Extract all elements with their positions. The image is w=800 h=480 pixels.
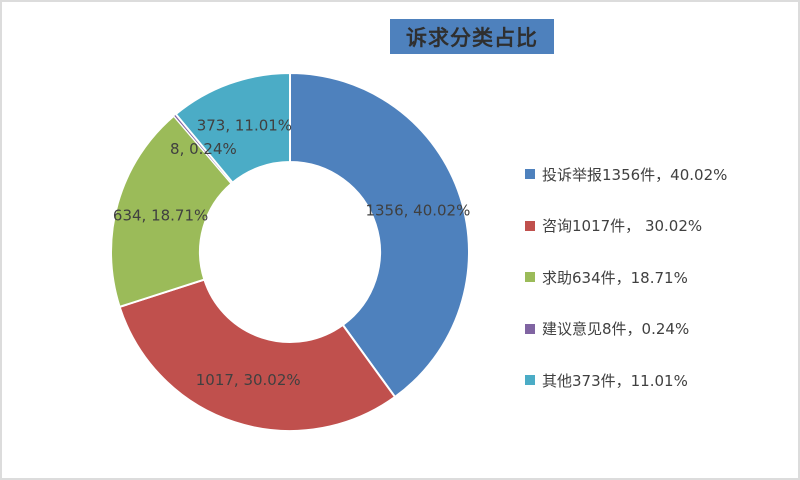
legend-label: 咨询1017件， 30.02% <box>542 217 703 235</box>
legend-item-求助[interactable]: 求助634件，18.71% <box>525 267 727 287</box>
data-label-咨询: 1017, 30.02% <box>196 371 301 389</box>
legend-item-建议意见[interactable]: 建议意见8件，0.24% <box>525 319 727 339</box>
pie-slice-投诉举报[interactable] <box>289 71 470 399</box>
legend-label: 其他373件，11.01% <box>542 371 688 390</box>
legend-label: 投诉举报1356件，40.02% <box>542 165 728 184</box>
data-label-其他: 373, 11.01% <box>197 117 292 135</box>
legend-item-其他[interactable]: 其他373件，11.01% <box>525 370 727 390</box>
pie-slice-其他[interactable] <box>174 71 291 185</box>
chart-title: 诉求分类占比 <box>390 19 554 54</box>
legend-label: 建议意见8件，0.24% <box>542 320 690 338</box>
legend-swatch-icon <box>525 169 535 179</box>
chart-legend: 投诉举报1356件，40.02% 咨询1017件， 30.02% 求助634件，18… <box>525 164 727 390</box>
data-label-建议意见: 8, 0.24% <box>170 140 237 158</box>
legend-item-咨询[interactable]: 咨询1017件， 30.02% <box>525 216 727 236</box>
legend-swatch-icon <box>525 375 535 385</box>
legend-label: 求助634件，18.71% <box>542 268 688 287</box>
pie-slice-咨询[interactable] <box>118 278 397 432</box>
legend-swatch-icon <box>525 272 535 282</box>
legend-swatch-icon <box>525 220 535 231</box>
legend-item-投诉举报[interactable]: 投诉举报1356件，40.02% <box>525 164 727 184</box>
data-label-投诉举报: 1356, 40.02% <box>365 202 470 220</box>
data-label-求助: 634, 18.71% <box>113 206 208 224</box>
pie-slice-求助[interactable] <box>110 114 233 309</box>
legend-swatch-icon <box>525 323 535 334</box>
